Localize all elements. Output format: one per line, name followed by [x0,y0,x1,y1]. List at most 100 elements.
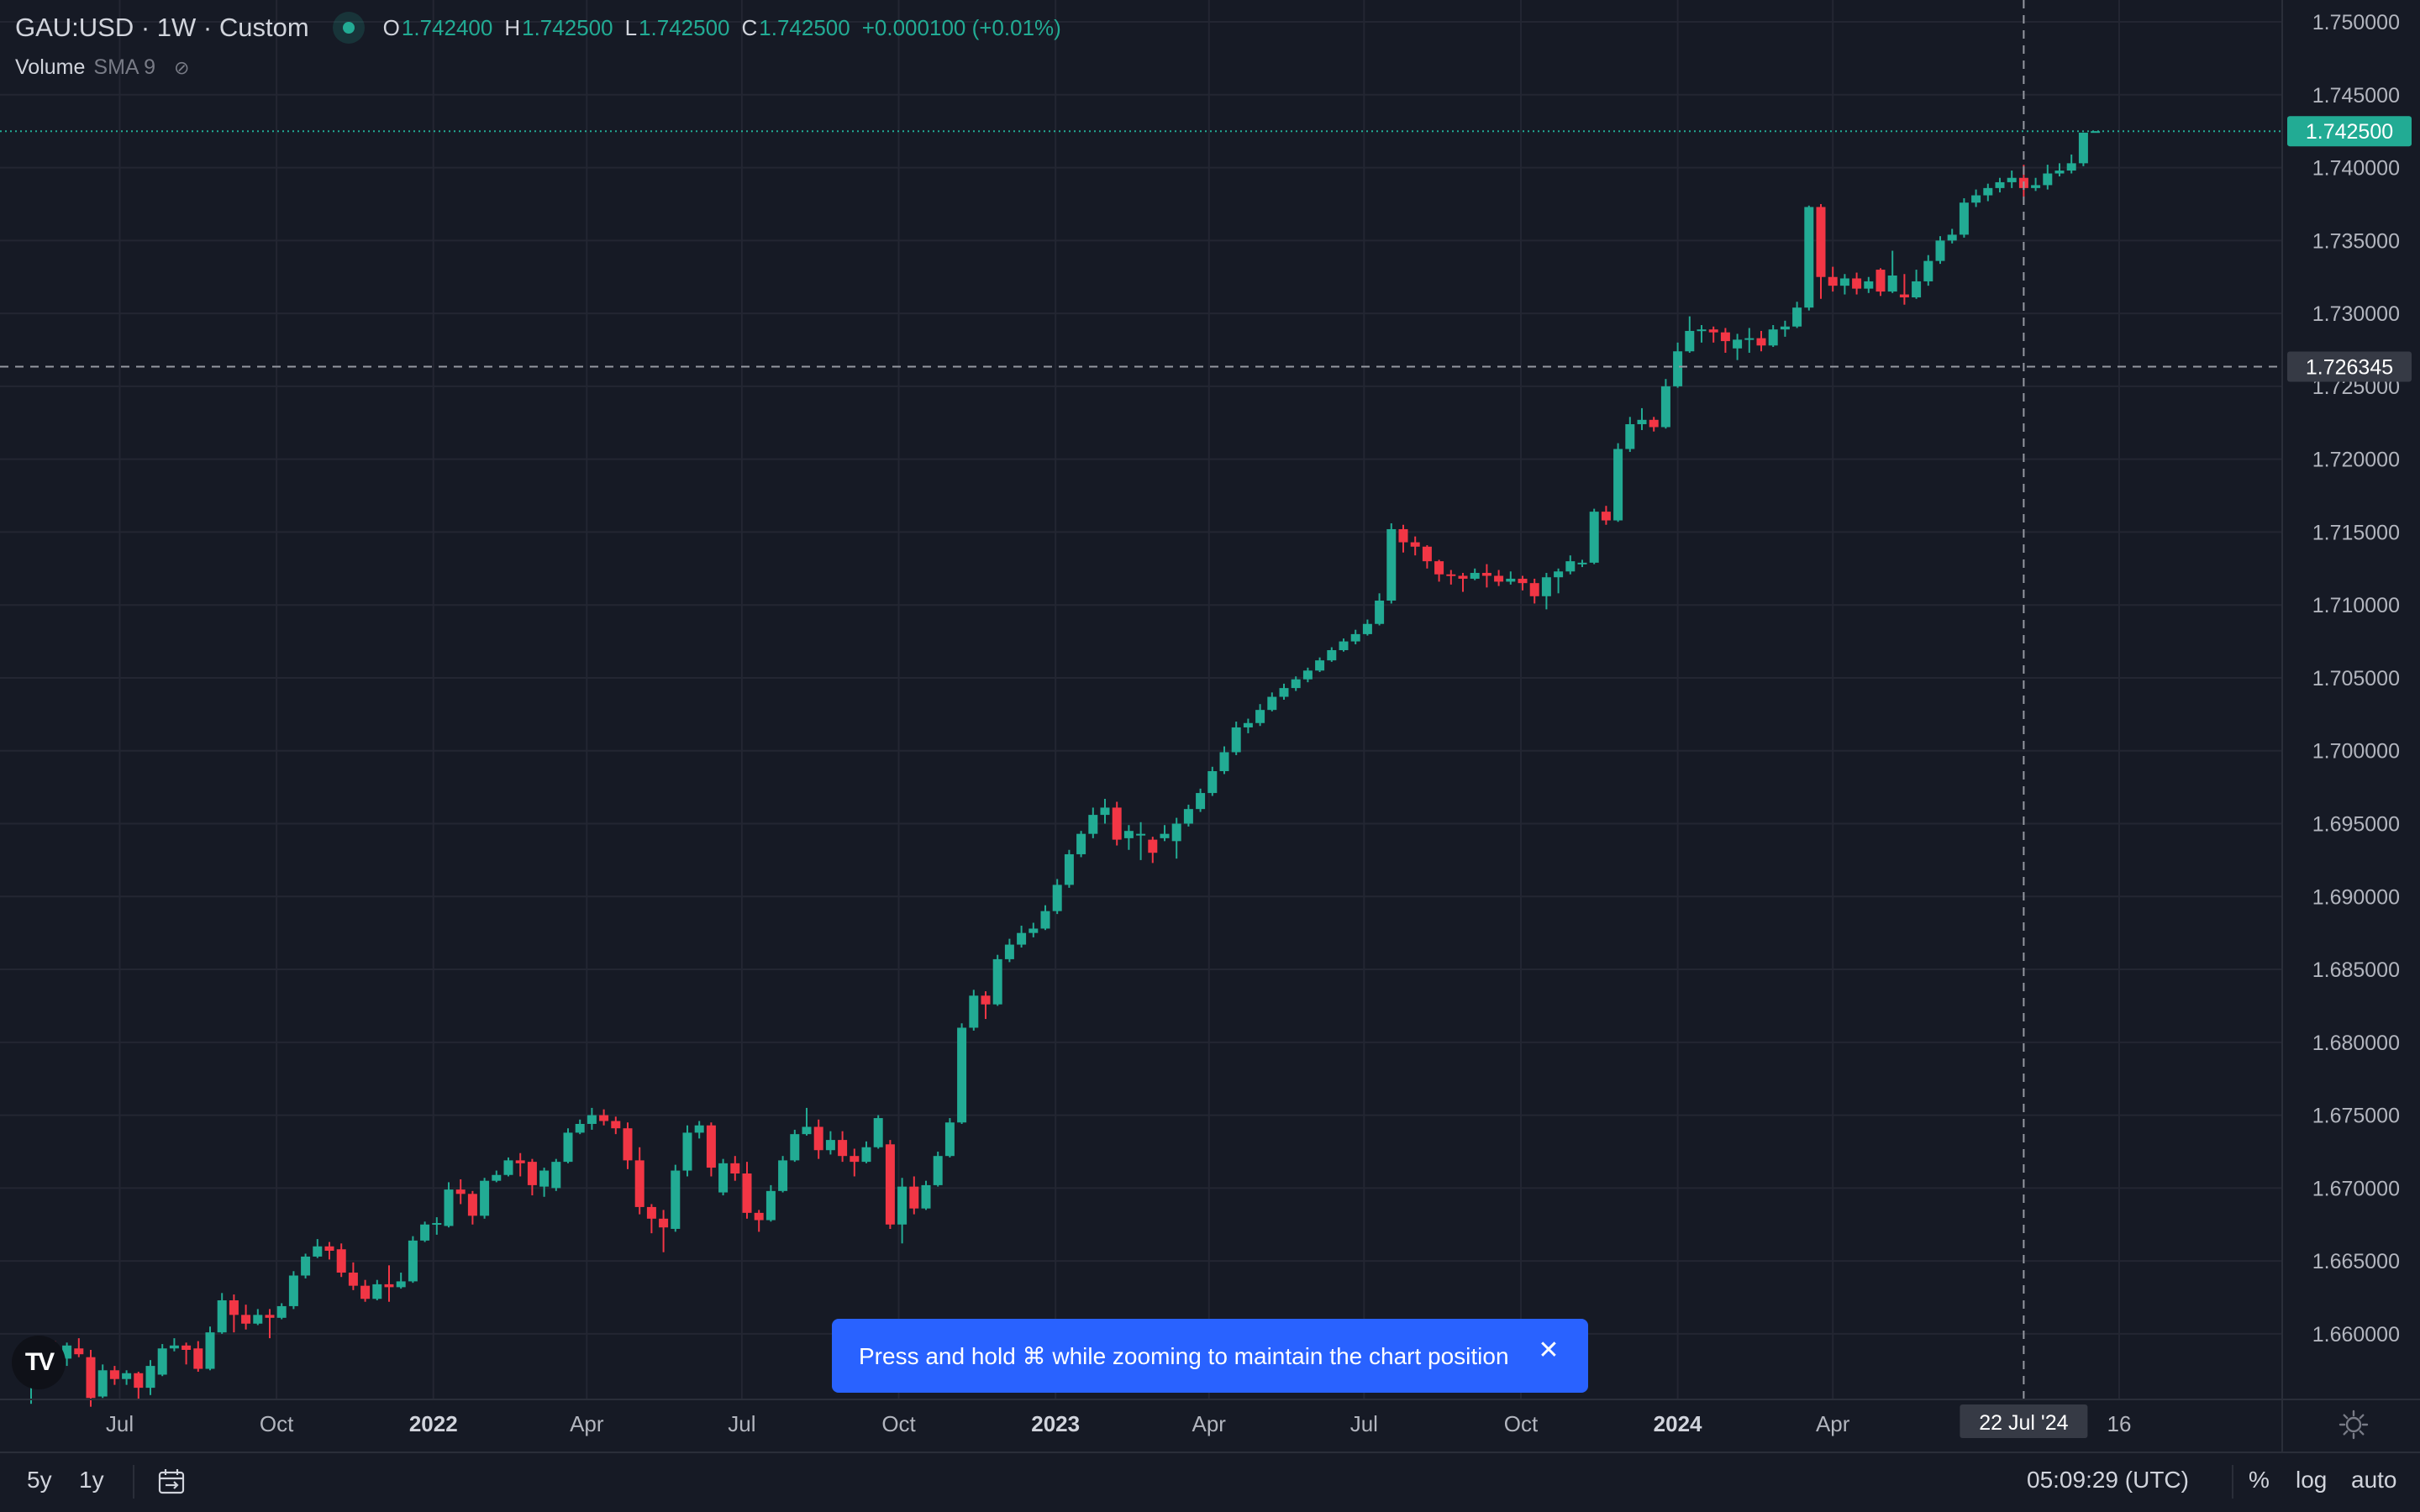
candle-body [1935,240,1945,261]
candle-body [790,1134,800,1161]
time-tick-label: Oct [260,1411,294,1436]
time-tick-label: 2024 [1654,1411,1702,1436]
candle-body [193,1348,203,1369]
price-tick-label: 1.680000 [2312,1032,2400,1055]
candle-body [1685,330,1695,352]
open-key: O [382,14,400,40]
price-tick-label: 1.700000 [2312,740,2400,764]
candle-body [992,958,1002,1005]
candle-body [671,1170,681,1229]
high-key: H [504,14,521,40]
candle-body [1506,578,1516,582]
candle-body [1780,326,1790,330]
price-tick-label: 1.710000 [2312,594,2400,617]
gear-icon[interactable] [2337,1408,2370,1441]
candle-body [634,1160,644,1207]
candle-body [1196,793,1206,810]
percent-scale-button[interactable]: % [2249,1467,2270,1493]
candle-body [2078,132,2088,164]
candle-body [360,1285,371,1299]
candle-body [551,1162,561,1189]
candle-body [850,1156,860,1163]
candle-body [301,1256,311,1276]
time-tick-label: Apr [1816,1411,1850,1436]
candle-body [682,1132,692,1171]
candle-body [1267,696,1277,711]
candle-body [838,1140,848,1157]
candle-body [1983,187,1993,196]
candle-body [694,1125,704,1133]
candle-body [575,1124,585,1133]
eye-off-icon[interactable]: ⊘ [174,56,190,78]
candle-body [336,1249,346,1273]
candle-body [1148,839,1158,853]
calendar-range-icon[interactable] [158,1468,187,1495]
candle-body [384,1284,394,1288]
candle-body [933,1156,943,1185]
utc-time[interactable]: 05:09:29 (UTC) [2027,1467,2189,1493]
candle-body [778,1160,788,1191]
close-icon[interactable]: ✕ [1538,1336,1560,1364]
candle-body [730,1163,740,1174]
candle-body [1052,885,1062,911]
candle-body [1040,911,1050,929]
candle-body [1899,294,1909,298]
tradingview-logo-icon[interactable]: TV [12,1336,66,1389]
range-5y-button[interactable]: 5y [27,1467,52,1493]
candle-body [944,1122,955,1157]
ohlc-values: O1.742400 H1.742500 L1.742500 C1.742500 … [383,15,1061,41]
candle-body [348,1273,358,1286]
candle-body [503,1160,513,1175]
price-chart[interactable]: 1.660000 1.665000 1.670000 1.675000 1.680000… [0,0,2420,1452]
candle-body [1171,823,1181,842]
candle-body [1995,181,2005,188]
range-1y-button[interactable]: 1y [79,1467,104,1493]
toolbar-divider [2232,1465,2233,1499]
candle-body [1756,338,1766,346]
volume-label[interactable]: Volume [15,55,86,79]
log-scale-button[interactable]: log [2296,1467,2328,1493]
candle-body [265,1315,275,1318]
candle-body [157,1348,167,1375]
candle-body [981,995,991,1005]
chart-overlays [0,0,2282,1399]
candle-body [396,1281,406,1288]
candle-body [1255,710,1265,723]
candle-body [1458,575,1468,579]
candle-body [1577,562,1587,564]
candle-body [74,1348,84,1355]
price-tick-label: 1.670000 [2312,1177,2400,1200]
auto-scale-button[interactable]: auto [2351,1467,2397,1493]
candle-body [646,1206,656,1219]
candle-body [1017,932,1027,945]
bottom-toolbar: 5y 1y 05:09:29 (UTC) % log auto [0,1452,2420,1512]
candle-body [1398,528,1408,543]
volume-legend[interactable]: Volume SMA 9 ⊘ [15,55,189,80]
price-tick-label: 1.690000 [2312,885,2400,909]
time-tick-label: Apr [570,1411,604,1436]
candle-body [1744,338,1754,340]
candle-body [205,1332,215,1369]
candle-body [2091,131,2101,134]
candle-body [169,1345,179,1349]
symbol-title[interactable]: GAU:USD · 1W · Custom [15,13,309,42]
candle-body [420,1224,430,1241]
candle-body [1720,332,1730,342]
close-value: 1.742500 [759,14,850,40]
price-tick-label: 1.730000 [2312,302,2400,326]
candle-body [1123,831,1134,838]
last-price-label-bg [2287,116,2412,147]
price-tick-label: 1.685000 [2312,958,2400,982]
candle-body [324,1246,334,1251]
candle-body [1554,571,1564,578]
market-status-icon[interactable] [332,12,365,44]
candle-body [969,995,979,1028]
candle-body [1231,727,1241,753]
candle-body [1028,928,1039,933]
candle-body [313,1246,323,1257]
volume-sma-label: SMA 9 [93,55,156,79]
candle-body [1923,260,1933,281]
candle-body [563,1132,573,1163]
candle-body [2031,185,2041,188]
chart-background [0,0,2420,1452]
